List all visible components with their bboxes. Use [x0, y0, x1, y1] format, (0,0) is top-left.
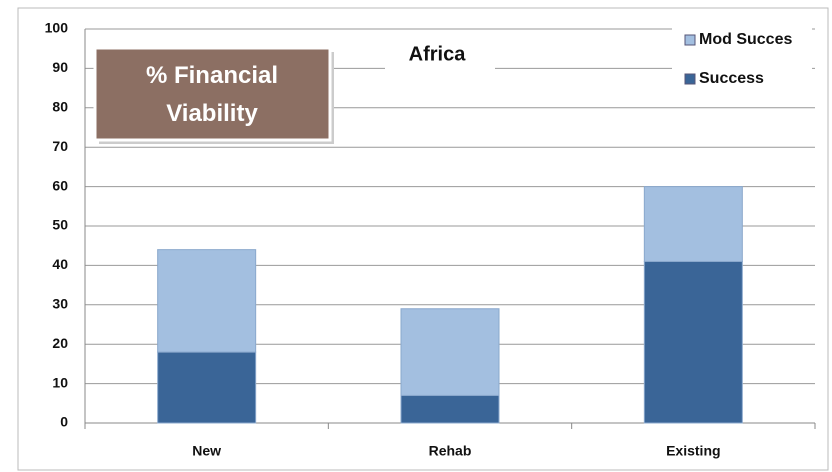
legend-swatch	[684, 73, 696, 85]
legend-swatch	[684, 34, 696, 46]
legend-label: Success	[699, 70, 764, 87]
y-tick-label: 70	[52, 138, 68, 154]
legend-label: Mod Succes	[699, 31, 792, 48]
x-tick-label: Existing	[666, 443, 720, 459]
y-tick-label: 100	[45, 20, 69, 36]
bar-segment	[157, 249, 257, 353]
y-tick-label: 10	[52, 374, 68, 390]
title-bg	[385, 36, 495, 74]
y-tick-label: 40	[52, 256, 68, 272]
x-tick-label: Rehab	[429, 443, 472, 459]
bar-segment	[400, 308, 500, 396]
y-tick-label: 80	[52, 99, 68, 115]
bar-segment	[643, 260, 743, 424]
y-tick-label: 0	[60, 414, 68, 430]
annotation: % Financial Viability	[146, 62, 278, 127]
bar-segment	[400, 394, 500, 424]
bar-segment	[643, 186, 743, 262]
bar-segment	[157, 351, 257, 424]
y-tick-label: 50	[52, 217, 68, 233]
y-tick-label: 30	[52, 296, 68, 312]
chart-title: Africa	[409, 43, 467, 65]
y-tick-label: 90	[52, 59, 68, 75]
y-tick-label: 60	[52, 177, 68, 193]
y-tick-label: 20	[52, 335, 68, 351]
x-tick-label: New	[192, 443, 221, 459]
annotation-box	[93, 46, 332, 142]
